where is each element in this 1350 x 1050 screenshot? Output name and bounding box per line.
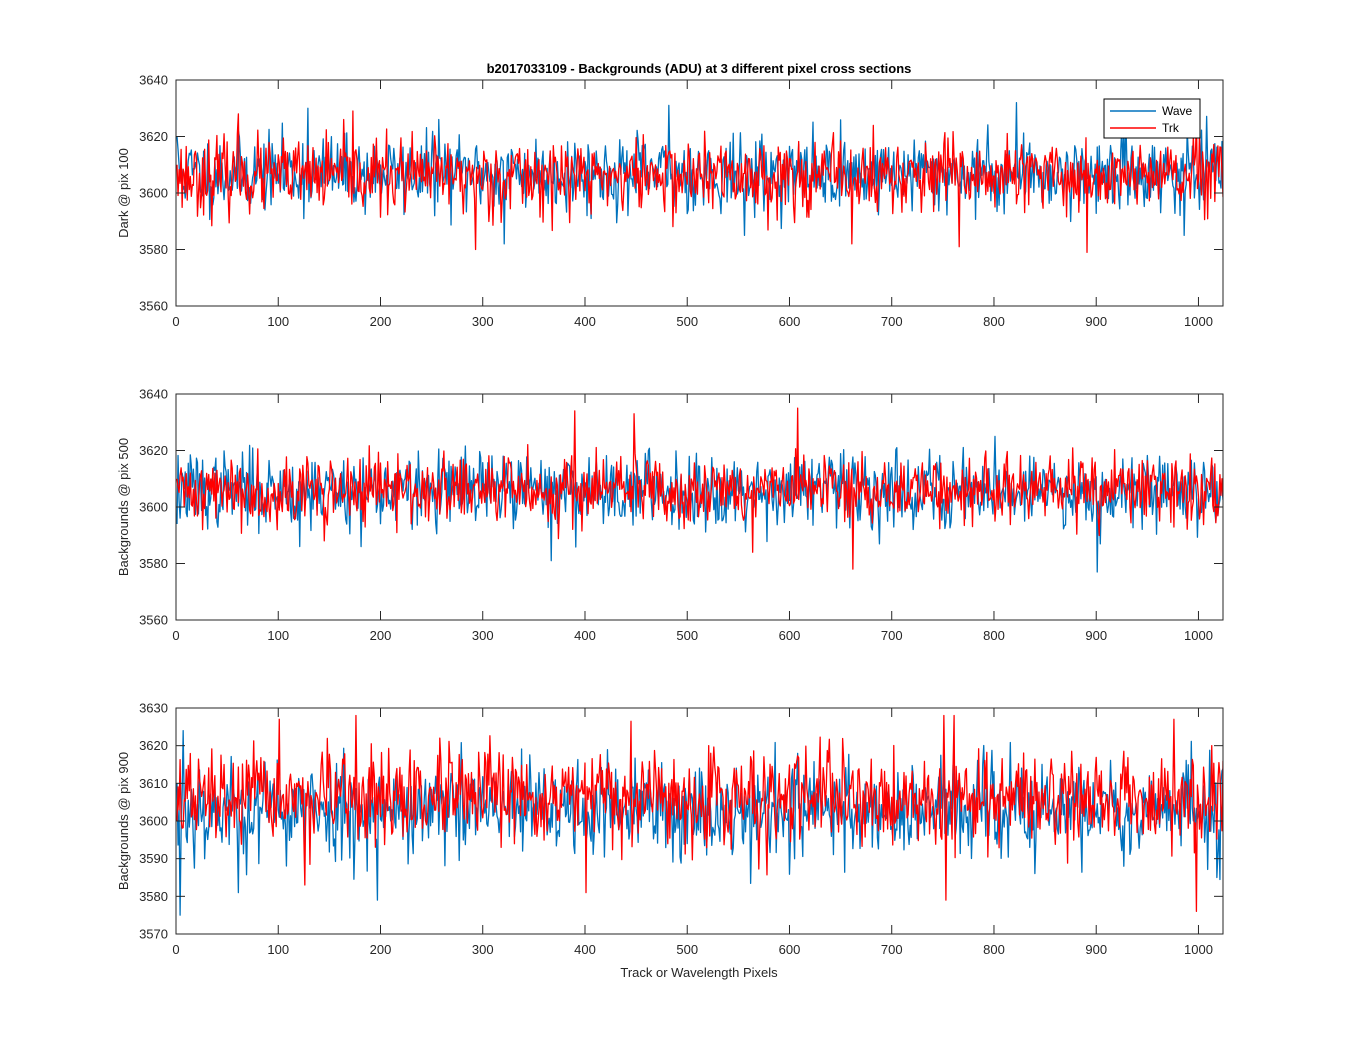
x-tick-label: 400: [574, 314, 596, 329]
legend: Wave Trk: [1103, 98, 1201, 139]
chart-title: b2017033109 - Backgrounds (ADU) at 3 dif…: [487, 61, 912, 76]
y-tick-label: 3620: [139, 443, 168, 458]
x-tick-label: 800: [983, 628, 1005, 643]
y-axis-label: Dark @ pix 100: [116, 148, 131, 238]
y-tick-label: 3560: [139, 613, 168, 628]
y-tick-label: 3560: [139, 299, 168, 314]
legend-label-trk: Trk: [1162, 121, 1180, 135]
y-tick-label: 3580: [139, 889, 168, 904]
x-tick-label: 200: [370, 314, 392, 329]
x-tick-label: 400: [574, 628, 596, 643]
x-tick-label: 900: [1085, 628, 1107, 643]
x-tick-label: 500: [676, 942, 698, 957]
x-tick-label: 300: [472, 942, 494, 957]
x-tick-label: 500: [676, 628, 698, 643]
y-tick-label: 3600: [139, 814, 168, 829]
subplots: 0 100 200 300 400 500 600 700 800 900 100035603580…: [116, 73, 1224, 957]
x-tick-label: 100: [267, 628, 289, 643]
x-tick-label: 500: [676, 314, 698, 329]
x-tick-label: 800: [983, 314, 1005, 329]
series-group: [176, 101, 1223, 253]
y-axis-label: Backgrounds @ pix 500: [116, 438, 131, 576]
x-tick-label: 700: [881, 314, 903, 329]
y-tick-label: 3630: [139, 701, 168, 716]
y-tick-label: 3610: [139, 776, 168, 791]
x-tick-label: 700: [881, 942, 903, 957]
x-axis-label: Track or Wavelength Pixels: [620, 965, 778, 980]
subplot-1: 0 100 200 300 400 500 600 700 800 900 1000 3560 3580…: [116, 73, 1224, 329]
series-group: [176, 407, 1223, 573]
y-tick-label: 3590: [139, 851, 168, 866]
y-tick-label: 3640: [139, 387, 168, 402]
x-tick-label: 0: [172, 942, 179, 957]
y-tick-label: 3580: [139, 556, 168, 571]
legend-label-wave: Wave: [1162, 104, 1193, 118]
x-tick-label: 600: [779, 942, 801, 957]
y-tick-label: 3600: [139, 186, 168, 201]
y-tick-label: 3570: [139, 927, 168, 942]
x-tick-label: 1000: [1184, 314, 1213, 329]
series-line-trk: [176, 714, 1223, 913]
x-tick-label: 900: [1085, 314, 1107, 329]
x-tick-label: 700: [881, 628, 903, 643]
x-tick-label: 1000: [1184, 628, 1213, 643]
x-tick-label: 1000: [1184, 942, 1213, 957]
x-tick-label: 300: [472, 314, 494, 329]
x-tick-label: 900: [1085, 942, 1107, 957]
x-tick-label: 300: [472, 628, 494, 643]
legend-box: [1103, 98, 1201, 139]
series-line-wave: [176, 435, 1223, 573]
y-tick-label: 3620: [139, 738, 168, 753]
x-tick-label: 200: [370, 942, 392, 957]
x-tick-label: 100: [267, 942, 289, 957]
y-tick-label: 3580: [139, 242, 168, 257]
subplot-2: 0 100 200 300 400 500 600 700 800 900 1000 3560 3580…: [116, 387, 1224, 643]
y-axis-label: Backgrounds @ pix 900: [116, 752, 131, 890]
x-tick-label: 400: [574, 942, 596, 957]
x-tick-label: 600: [779, 628, 801, 643]
x-tick-label: 0: [172, 314, 179, 329]
y-tick-label: 3640: [139, 73, 168, 88]
subplot-3: 0 100 200 300 400 500 600 700 800 900 1000 3570 3580…: [116, 701, 1224, 957]
x-tick-label: 600: [779, 314, 801, 329]
series-group: [176, 714, 1223, 916]
x-tick-label: 0: [172, 628, 179, 643]
y-tick-label: 3600: [139, 500, 168, 515]
series-line-trk: [176, 110, 1223, 253]
x-tick-label: 800: [983, 942, 1005, 957]
x-tick-label: 100: [267, 314, 289, 329]
series-line-trk: [176, 407, 1223, 570]
x-tick-label: 200: [370, 628, 392, 643]
y-tick-label: 3620: [139, 129, 168, 144]
